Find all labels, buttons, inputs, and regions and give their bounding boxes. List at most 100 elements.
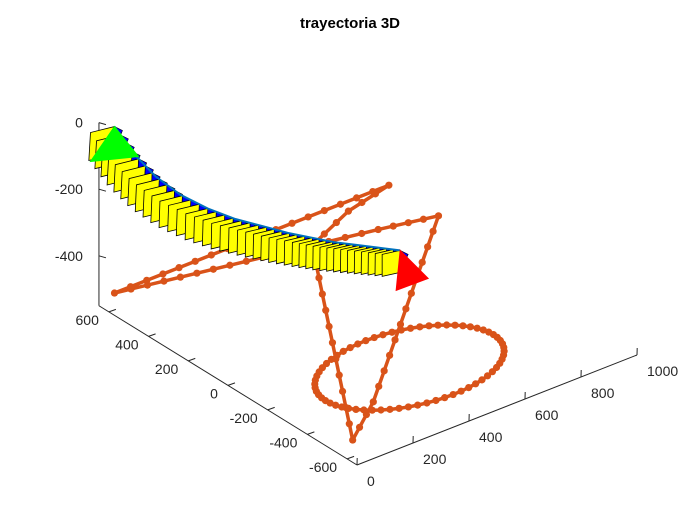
path-marker: [345, 208, 352, 215]
path-marker: [420, 216, 427, 223]
y-tick-label: -200: [230, 410, 258, 426]
path-marker: [321, 230, 328, 237]
path-marker: [375, 383, 382, 390]
path-marker: [370, 398, 377, 405]
path-marker: [325, 323, 332, 330]
path-marker: [390, 223, 397, 230]
path-marker: [342, 234, 349, 241]
ellipse-marker: [474, 325, 481, 332]
y-tick-label: 400: [115, 336, 139, 352]
path-marker: [315, 274, 322, 281]
path-marker: [435, 212, 442, 219]
y-tick-label: 600: [76, 312, 100, 328]
ellipse-marker: [416, 323, 423, 330]
path-marker: [402, 305, 409, 312]
path-marker: [375, 226, 382, 233]
ellipse-marker: [340, 348, 347, 355]
ellipse-marker: [450, 391, 457, 398]
ellipse-marker: [338, 403, 345, 410]
ellipse-marker: [360, 406, 367, 413]
ellipse-marker: [432, 397, 439, 404]
path-marker: [358, 230, 365, 237]
ellipse-marker: [425, 322, 432, 329]
y-tick-mark: [347, 456, 354, 459]
path-marker: [159, 270, 166, 277]
ellipse-marker: [395, 405, 402, 412]
x-tick-label: 200: [423, 451, 447, 467]
path-marker: [346, 420, 353, 427]
path-marker: [336, 372, 343, 379]
y-tick-mark: [228, 383, 235, 386]
z-tick-label: -400: [55, 248, 83, 264]
path-marker: [337, 201, 344, 208]
y-tick-mark: [109, 309, 116, 312]
z-tick-mark: [99, 256, 106, 258]
path-marker: [226, 262, 233, 269]
y-tick-mark: [268, 407, 275, 410]
ellipse-marker: [362, 337, 369, 344]
z-tick-mark: [99, 189, 106, 191]
path-marker: [175, 264, 182, 271]
path-marker: [243, 258, 250, 265]
chart-title: trayectoria 3D: [0, 15, 700, 32]
y-tick-label: -600: [309, 459, 337, 475]
y-axis-line: [99, 306, 357, 465]
path-marker: [305, 213, 312, 220]
ellipse-marker: [451, 322, 458, 329]
ellipse-marker: [398, 326, 405, 333]
path-marker: [111, 289, 118, 296]
ellipse-marker: [347, 344, 354, 351]
ellipse-marker: [354, 340, 361, 347]
ellipse-marker: [480, 326, 487, 333]
ellipse-marker: [467, 323, 474, 330]
y-tick-label: -400: [269, 434, 297, 450]
path-marker: [391, 336, 398, 343]
ellipse-marker: [441, 394, 448, 401]
y-tick-mark: [149, 334, 156, 337]
path-marker: [386, 352, 393, 359]
x-tick-label: 800: [591, 385, 615, 401]
path-marker: [385, 182, 392, 189]
path-marker: [192, 258, 199, 265]
x-tick-label: 1000: [647, 363, 678, 379]
y-tick-label: 0: [210, 385, 218, 401]
path-marker: [288, 220, 295, 227]
path-marker: [429, 228, 436, 235]
path-marker: [356, 424, 363, 431]
ellipse-marker: [377, 406, 384, 413]
ellipse-marker: [379, 331, 386, 338]
path-marker: [319, 290, 326, 297]
ellipse-marker: [386, 406, 393, 413]
path-marker: [321, 207, 328, 214]
x-tick-label: 600: [535, 407, 559, 423]
ellipse-marker: [352, 406, 359, 413]
path-marker: [369, 188, 376, 195]
ellipse-marker: [458, 388, 465, 395]
ellipse-marker: [405, 403, 412, 410]
path-marker: [127, 283, 134, 290]
z-tick-label: -200: [55, 181, 83, 197]
ellipse-marker: [459, 322, 466, 329]
ellipse-marker: [345, 405, 352, 412]
ellipse-marker: [414, 402, 421, 409]
ellipse-marker: [434, 322, 441, 329]
path-marker: [339, 388, 346, 395]
path-marker: [424, 243, 431, 250]
ellipse-marker: [407, 325, 414, 332]
y-tick-mark: [188, 358, 195, 361]
path-marker: [210, 266, 217, 273]
path-marker: [143, 277, 150, 284]
path-marker: [333, 219, 340, 226]
path-marker: [208, 251, 215, 258]
path-marker: [160, 278, 167, 285]
ellipse-marker: [472, 380, 479, 387]
path-marker: [408, 290, 415, 297]
ellipse-marker: [371, 334, 378, 341]
path-marker: [329, 339, 336, 346]
x-tick-label: 400: [479, 429, 503, 445]
y-tick-mark: [307, 432, 314, 435]
ellipse-marker: [465, 384, 472, 391]
ellipse-marker: [443, 321, 450, 328]
